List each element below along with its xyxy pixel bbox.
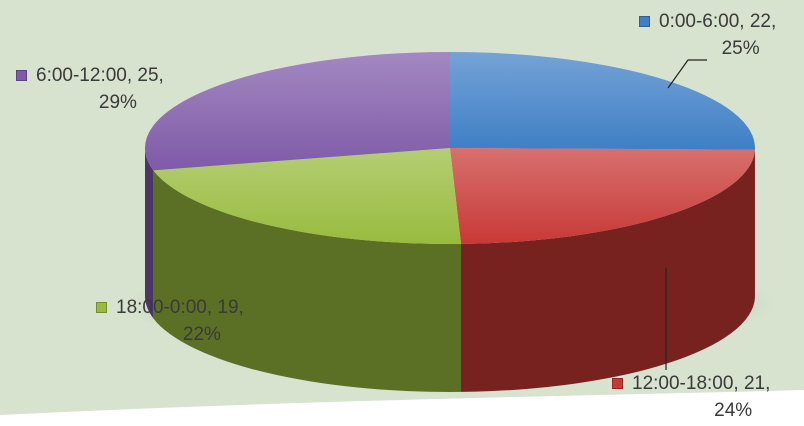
data-label-percent: 29% xyxy=(98,92,137,113)
pie-side-1 xyxy=(461,149,755,392)
background-swoosh xyxy=(560,300,804,388)
pie-slice-sheen-0 xyxy=(450,52,756,150)
legend-marker-icon xyxy=(612,378,623,389)
data-label-percent: 22% xyxy=(182,324,221,345)
data-label-percent: 24% xyxy=(714,400,753,421)
leader-line-0-6 xyxy=(667,59,707,89)
pie-slice-sheen-1 xyxy=(450,148,755,244)
leader-lines xyxy=(665,59,707,370)
data-label-0-6: 0:00-6:00, 22, 25% xyxy=(639,8,776,62)
data-label-text: 0:00-6:00, 22, xyxy=(659,11,777,32)
data-label-text: 12:00-18:00, 21, xyxy=(632,373,771,394)
data-label-text: 6:00-12:00, 25, xyxy=(36,65,164,86)
pie-slice-sheen-3 xyxy=(144,52,450,171)
data-label-percent: 25% xyxy=(721,38,760,59)
legend-marker-icon xyxy=(96,302,107,313)
pie-side-2 xyxy=(153,170,462,392)
data-label-12-18: 12:00-18:00, 21, 24% xyxy=(612,370,770,424)
data-label-18-0: 18:00-0:00, 19, 22% xyxy=(96,294,244,348)
pie-group xyxy=(125,52,775,392)
legend-marker-icon xyxy=(16,70,27,81)
legend-marker-icon xyxy=(639,16,650,27)
pie-slice-sheen-2 xyxy=(153,148,462,244)
data-label-text: 18:00-0:00, 19, xyxy=(116,297,244,318)
pie-side-3 xyxy=(145,148,154,319)
data-label-6-12: 6:00-12:00, 25, 29% xyxy=(16,62,164,116)
